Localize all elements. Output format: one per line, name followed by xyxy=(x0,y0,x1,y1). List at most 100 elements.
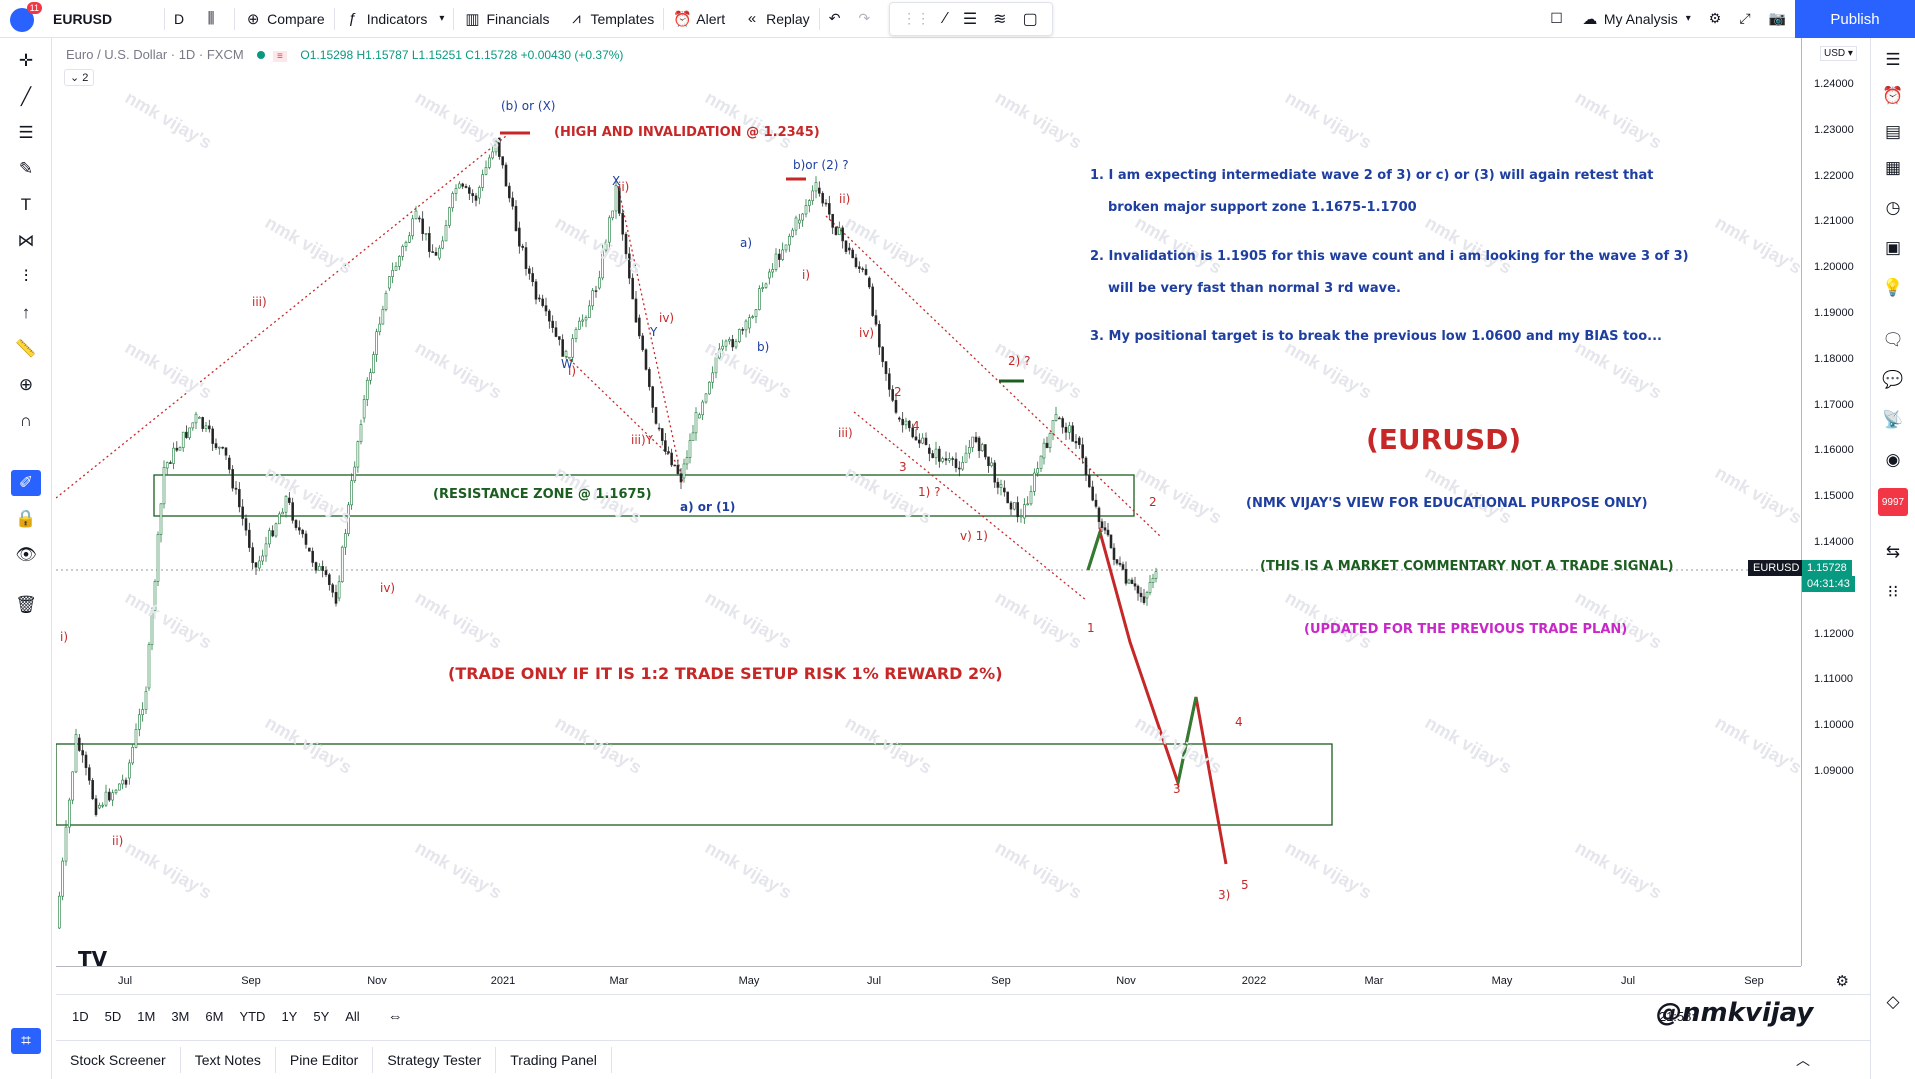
financials-button[interactable]: ▥ Financials xyxy=(454,0,558,38)
range-button[interactable]: 3M xyxy=(171,1009,190,1024)
candle-body xyxy=(574,329,578,339)
trash-icon[interactable]: 🗑 xyxy=(15,595,37,614)
eye-icon[interactable]: 👁 xyxy=(15,545,37,564)
date-range-icon[interactable]: ⇔ xyxy=(387,1008,403,1025)
broadcast-icon[interactable]: 📡 xyxy=(1882,410,1904,429)
hotlist-icon[interactable]: ▦ xyxy=(1884,158,1902,177)
fib-icon[interactable]: ☰ xyxy=(962,10,978,28)
redo-button[interactable]: ↷ xyxy=(849,0,879,38)
symbol-search[interactable]: EURUSD xyxy=(53,10,113,27)
range-button[interactable]: 5Y xyxy=(313,1009,330,1024)
range-button[interactable]: 1Y xyxy=(281,1009,298,1024)
lock-icon[interactable]: 🔒 xyxy=(15,509,37,528)
range-button[interactable]: 5D xyxy=(104,1009,122,1024)
user-menu[interactable]: 11 xyxy=(0,0,44,38)
lightbulb-icon[interactable]: 💡 xyxy=(1882,278,1904,297)
time-axis[interactable]: Jul Sep Nov 2021 Mar May Jul Sep Nov 2022 Mar May Ju… xyxy=(56,966,1849,994)
notifications-icon[interactable]: ◉ xyxy=(1885,450,1901,469)
templates-button[interactable]: ⩘ Templates xyxy=(558,0,663,38)
candle-body xyxy=(248,529,251,548)
wave-label: (b) or (X) xyxy=(501,99,556,113)
alerts-clock-icon[interactable]: ⏰ xyxy=(1882,86,1904,105)
candle-body xyxy=(951,458,954,460)
bottom-tab[interactable]: Pine Editor xyxy=(276,1047,374,1073)
magnet-icon[interactable]: ∩ xyxy=(19,411,33,430)
calendar-icon[interactable]: ◷ xyxy=(1885,198,1901,217)
help-icon[interactable]: ◇ xyxy=(1886,992,1900,1011)
notification-badge[interactable]: 9997 xyxy=(1878,488,1908,516)
interval-button[interactable]: D xyxy=(174,10,185,27)
data-window-icon[interactable]: ▤ xyxy=(1884,122,1902,141)
crosshair-icon[interactable]: ✛ xyxy=(18,51,34,70)
bottom-tab[interactable]: Text Notes xyxy=(181,1047,276,1073)
settings-button[interactable]: ⚙ xyxy=(1700,0,1731,38)
fib-retracement-icon[interactable]: ☰ xyxy=(18,123,34,142)
legend-collapse-button[interactable]: ⌄ 2 xyxy=(64,69,95,86)
publish-button[interactable]: Publish xyxy=(1795,0,1915,38)
candle-body xyxy=(258,560,261,569)
range-button[interactable]: YTD xyxy=(239,1009,266,1024)
trendline-icon[interactable]: ╱ xyxy=(20,87,32,106)
gear-icon[interactable]: ⚙ xyxy=(1835,973,1849,990)
prediction-icon[interactable]: ⫶ xyxy=(23,267,29,286)
price-tick-label: 1.23000 xyxy=(1814,123,1854,136)
snapshot-button[interactable]: 📷 xyxy=(1760,0,1795,38)
currency-selector[interactable]: USD ▾ xyxy=(1820,46,1857,61)
watchlist-icon[interactable]: ☰ xyxy=(1885,50,1901,69)
candle-body xyxy=(159,503,163,535)
pattern-icon[interactable]: ⋈ xyxy=(17,231,35,250)
candle-body xyxy=(281,511,284,515)
compare-button[interactable]: ⊕ Compare xyxy=(235,0,334,38)
candle-body xyxy=(169,462,172,464)
candle-body xyxy=(1097,507,1101,523)
order-panel-icon[interactable]: ⇆ xyxy=(1885,542,1901,561)
ideas-icon[interactable]: ▣ xyxy=(1884,238,1902,257)
candle-body xyxy=(781,249,784,260)
dom-icon[interactable]: ⁝⁝ xyxy=(1887,582,1899,601)
fullscreen-layout-button[interactable]: ☐ xyxy=(1541,0,1572,38)
replay-button[interactable]: « Replay xyxy=(734,0,819,38)
range-button[interactable]: 1M xyxy=(137,1009,156,1024)
range-button[interactable]: All xyxy=(345,1009,360,1024)
range-button[interactable]: 1D xyxy=(72,1009,89,1024)
bottom-tab[interactable]: Strategy Tester xyxy=(373,1047,497,1073)
trendline-icon[interactable]: ⁄ xyxy=(944,9,947,27)
fullscreen-button[interactable]: ⤢ xyxy=(1730,0,1759,38)
candle-body xyxy=(431,251,434,253)
chart-type-button[interactable]: ⫼ xyxy=(193,0,234,38)
candle-body xyxy=(701,401,704,416)
bottom-tab[interactable]: Trading Panel xyxy=(496,1047,612,1073)
undo-button[interactable]: ↶ xyxy=(820,0,850,38)
alert-button[interactable]: ⏰ Alert xyxy=(664,0,734,38)
candle-body xyxy=(878,324,881,348)
zoom-icon[interactable]: ⊕ xyxy=(18,375,34,394)
drag-handle-icon[interactable]: ⋮⋮ xyxy=(902,10,931,26)
ruler-icon[interactable]: 📏 xyxy=(15,339,37,358)
candle-body xyxy=(278,513,281,525)
channel-icon[interactable]: ≋ xyxy=(993,10,1007,28)
price-tick-label: 1.15000 xyxy=(1814,490,1854,503)
avatar[interactable]: 11 xyxy=(10,1,42,32)
brush-icon[interactable]: ✎ xyxy=(18,159,34,178)
arrow-up-icon[interactable]: ↑ xyxy=(21,303,31,322)
range-button[interactable]: 6M xyxy=(205,1009,224,1024)
candle-body xyxy=(334,592,338,604)
stay-drawing-icon[interactable]: ✐ xyxy=(11,470,41,496)
candle-body xyxy=(628,253,631,279)
clock[interactable]: 21:58: xyxy=(1658,1009,1695,1024)
text-icon[interactable]: T xyxy=(20,195,32,214)
redo-icon: ↷ xyxy=(858,10,871,26)
candle-body xyxy=(808,200,811,206)
streams-icon[interactable]: 💬 xyxy=(1882,370,1904,389)
object-tree-icon[interactable]: ⌗ xyxy=(11,1028,41,1054)
candle-body xyxy=(824,202,828,205)
price-axis[interactable]: USD ▾ 1.24000 1.23000 1.22000 1.21000 1.2000… xyxy=(1801,38,1870,966)
price-chart[interactable]: TV xyxy=(56,38,1801,966)
indicators-button[interactable]: ƒ Indicators ▾ xyxy=(335,0,454,38)
candle-body xyxy=(254,562,258,568)
collapse-panel-icon[interactable]: ︿ xyxy=(1796,1052,1810,1068)
bottom-tab[interactable]: Stock Screener xyxy=(56,1047,181,1073)
chat-icon[interactable]: 🗨 xyxy=(1882,330,1904,349)
rectangle-icon[interactable]: ▢ xyxy=(1022,10,1038,28)
layout-menu[interactable]: ☁ My Analysis ▾ xyxy=(1572,0,1700,38)
